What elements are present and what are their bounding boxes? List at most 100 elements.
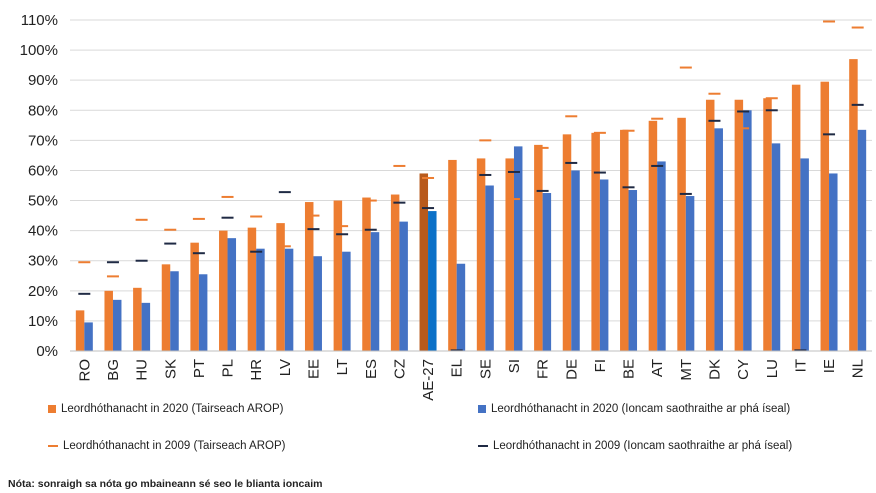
legend-label-2009-arop: Leordhóthanacht in 2009 (Tairseach AROP)	[63, 440, 286, 452]
bar-2020-low-wage	[599, 179, 609, 351]
y-tick-label: 30%	[28, 253, 58, 270]
bar-2020-arop	[620, 129, 629, 351]
bar-2020-low-wage	[857, 129, 867, 351]
bar-2020-arop	[677, 117, 686, 351]
bar-2020-arop	[562, 134, 572, 351]
bar-2020-arop	[333, 200, 343, 351]
bar-2020-low-wage	[313, 256, 322, 351]
x-tick-label: PT	[191, 359, 208, 378]
bar-2020-arop	[133, 287, 142, 351]
x-tick-label: AT	[649, 359, 666, 377]
bar-2020-arop	[476, 158, 486, 351]
bar-2020-arop	[820, 81, 830, 351]
legend-item-2020-low-wage: Leordhóthanacht in 2020 (Ioncam saothrai…	[478, 403, 790, 415]
bar-2020-low-wage	[370, 232, 380, 351]
y-tick-label: 110%	[21, 12, 58, 29]
bar-2020-arop	[161, 264, 171, 351]
bar-2020-low-wage	[800, 158, 809, 351]
x-tick-label: ES	[363, 359, 380, 379]
bar-2020-arop	[534, 144, 543, 351]
y-tick-label: 80%	[28, 102, 58, 119]
x-tick-label: FR	[535, 359, 552, 379]
x-tick-label: LV	[277, 359, 294, 376]
x-tick-label: EE	[305, 359, 322, 379]
y-tick-label: 10%	[28, 313, 58, 330]
bar-2020-low-wage	[714, 128, 723, 351]
bar-2020-low-wage	[628, 190, 638, 351]
bar-2020-arop	[505, 158, 514, 351]
bar-2020-arop	[791, 84, 801, 351]
x-tick-label: HU	[134, 359, 151, 381]
y-tick-label: 20%	[28, 283, 58, 300]
bar-2020-low-wage	[513, 146, 523, 351]
bar-2020-low-wage	[743, 110, 752, 351]
bar-2020-low-wage	[657, 161, 666, 351]
x-tick-label: MT	[678, 359, 695, 381]
x-tick-label: IE	[821, 359, 838, 373]
bar-2020-arop	[104, 290, 113, 351]
x-tick-label: SK	[162, 359, 179, 379]
legend-swatch-2020-low-wage	[478, 405, 486, 413]
bar-2020-arop	[190, 242, 199, 351]
y-tick-label: 50%	[28, 193, 58, 210]
y-tick-label: 100%	[20, 42, 58, 59]
y-tick-label: 70%	[28, 132, 58, 149]
bar-2020-low-wage	[399, 221, 408, 351]
bar-2020-low-wage	[227, 238, 237, 351]
y-tick-label: 60%	[28, 162, 58, 179]
x-tick-label: DK	[706, 359, 723, 380]
bar-2020-low-wage	[170, 271, 179, 351]
x-tick-label: SI	[506, 359, 523, 373]
bar-2020-low-wage	[485, 185, 494, 351]
x-tick-label: NL	[850, 359, 867, 378]
x-tick-label: IT	[792, 359, 809, 372]
bar-2020-arop	[362, 197, 371, 351]
legend-item-2009-arop: Leordhóthanacht in 2009 (Tairseach AROP)	[48, 440, 285, 452]
legend-label-2020-arop: Leordhóthanacht in 2020 (Tairseach AROP)	[61, 403, 284, 415]
bar-2020-low-wage	[685, 196, 695, 351]
x-tick-label: CZ	[391, 359, 408, 379]
x-tick-label: AE-27	[420, 359, 437, 401]
x-tick-label: LT	[334, 359, 351, 375]
x-tick-label: EL	[449, 359, 466, 377]
bar-2020-arop	[849, 59, 858, 351]
x-tick-label: FI	[592, 359, 609, 372]
y-tick-label: 0%	[36, 343, 58, 360]
bar-2020-low-wage	[829, 173, 838, 351]
bar-2020-low-wage	[428, 211, 437, 351]
legend-swatch-2020-arop	[48, 405, 56, 413]
bar-2020-low-wage	[256, 248, 265, 351]
bar-2020-low-wage	[771, 143, 781, 351]
bar-2020-arop	[419, 173, 429, 351]
x-tick-label: RO	[76, 359, 93, 382]
bar-2020-arop	[219, 230, 228, 351]
x-tick-label: PL	[220, 359, 237, 377]
bar-2020-low-wage	[542, 193, 552, 351]
legend-swatch-2009-low-wage	[478, 445, 488, 447]
legend-swatch-2009-arop	[48, 445, 58, 447]
legend-label-2020-low-wage: Leordhóthanacht in 2020 (Ioncam saothrai…	[491, 403, 791, 415]
x-tick-label: BG	[105, 359, 122, 381]
bar-2020-low-wage	[141, 302, 151, 351]
x-tick-label: DE	[563, 359, 580, 380]
bar-2020-arop	[304, 202, 314, 351]
bar-2020-arop	[591, 132, 600, 351]
legend-label-2009-low-wage: Leordhóthanacht in 2009 (Ioncam saothrai…	[493, 440, 793, 452]
x-tick-label: SE	[477, 359, 494, 379]
bar-2020-low-wage	[571, 170, 580, 351]
bar-2020-low-wage	[284, 248, 294, 351]
bar-2020-arop	[734, 99, 744, 351]
x-tick-label: HR	[248, 359, 265, 381]
bar-2020-arop	[75, 310, 85, 351]
bar-2020-arop	[648, 120, 658, 352]
legend-item-2009-low-wage: Leordhóthanacht in 2009 (Ioncam saothrai…	[478, 440, 792, 452]
x-tick-label: CY	[735, 359, 752, 380]
bar-2020-low-wage	[342, 251, 351, 351]
y-tick-label: 90%	[28, 72, 58, 89]
bar-2020-arop	[247, 227, 257, 351]
bar-2020-arop	[276, 223, 285, 351]
bar-2020-arop	[390, 194, 400, 351]
chart-note: Nóta: sonraigh sa nóta go mbaineann sé s…	[8, 478, 323, 490]
